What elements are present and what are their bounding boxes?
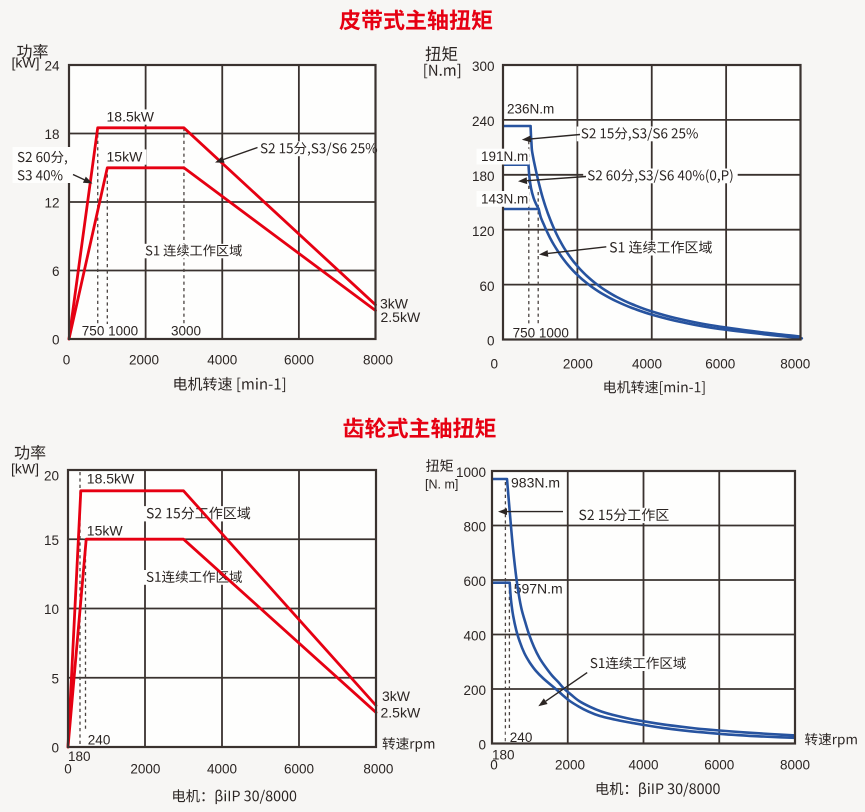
svg-text:[N. m]: [N. m] xyxy=(425,477,458,491)
svg-text:8000: 8000 xyxy=(363,762,393,777)
svg-text:143N.m: 143N.m xyxy=(481,191,528,206)
svg-text:8000: 8000 xyxy=(780,356,810,371)
svg-text:2000: 2000 xyxy=(129,352,159,367)
svg-text:6000: 6000 xyxy=(284,762,314,777)
svg-text:18: 18 xyxy=(44,127,59,142)
svg-text:6000: 6000 xyxy=(705,356,735,371)
svg-text:3kW: 3kW xyxy=(380,296,409,312)
svg-text:400: 400 xyxy=(463,629,486,644)
svg-text:15: 15 xyxy=(44,533,59,548)
svg-text:1000: 1000 xyxy=(456,465,486,480)
svg-text:750 1000: 750 1000 xyxy=(82,323,138,338)
svg-text:[kW]: [kW] xyxy=(11,461,39,477)
svg-text:18.5kW: 18.5kW xyxy=(87,470,135,486)
svg-text:240: 240 xyxy=(510,730,533,745)
svg-text:120: 120 xyxy=(472,224,495,239)
svg-text:0: 0 xyxy=(487,334,495,349)
svg-text:10: 10 xyxy=(44,602,59,617)
svg-text:2000: 2000 xyxy=(130,762,160,777)
svg-text:236N.m: 236N.m xyxy=(507,102,554,117)
svg-text:191N.m: 191N.m xyxy=(481,149,528,164)
svg-text:0: 0 xyxy=(64,762,72,777)
svg-text:4000: 4000 xyxy=(628,758,658,773)
svg-text:0: 0 xyxy=(63,352,71,367)
svg-text:6000: 6000 xyxy=(284,352,314,367)
svg-text:6: 6 xyxy=(52,264,60,279)
svg-text:15kW: 15kW xyxy=(87,522,124,538)
svg-text:2000: 2000 xyxy=(555,758,585,773)
svg-text:3000: 3000 xyxy=(171,323,201,338)
svg-text:2000: 2000 xyxy=(563,356,593,371)
svg-text:24: 24 xyxy=(44,59,60,74)
svg-text:5: 5 xyxy=(51,671,59,686)
svg-text:597N.m: 597N.m xyxy=(514,581,563,597)
svg-text:800: 800 xyxy=(463,520,486,535)
svg-text:180: 180 xyxy=(492,748,515,763)
svg-text:12: 12 xyxy=(44,196,59,211)
svg-text:600: 600 xyxy=(463,574,486,589)
svg-text:240: 240 xyxy=(472,114,495,129)
svg-text:180: 180 xyxy=(472,169,495,184)
svg-text:240: 240 xyxy=(88,732,111,747)
svg-text:0: 0 xyxy=(52,333,60,348)
svg-text:8000: 8000 xyxy=(780,758,810,773)
svg-text:20: 20 xyxy=(44,468,59,483)
svg-text:4000: 4000 xyxy=(632,356,662,371)
svg-text:18.5kW: 18.5kW xyxy=(107,109,155,125)
svg-text:3kW: 3kW xyxy=(382,688,411,704)
svg-text:200: 200 xyxy=(463,683,486,698)
svg-text:0: 0 xyxy=(490,356,498,371)
svg-text:4000: 4000 xyxy=(207,762,237,777)
svg-text:6000: 6000 xyxy=(704,758,734,773)
svg-text:983N.m: 983N.m xyxy=(511,475,560,491)
svg-text:300: 300 xyxy=(472,59,495,74)
svg-text:4000: 4000 xyxy=(207,352,237,367)
svg-text:750 1000: 750 1000 xyxy=(513,325,569,340)
svg-text:2.5kW: 2.5kW xyxy=(381,705,421,721)
svg-text:15kW: 15kW xyxy=(107,149,144,165)
svg-text:60: 60 xyxy=(479,279,494,294)
svg-text:8000: 8000 xyxy=(363,352,393,367)
svg-text:0: 0 xyxy=(478,738,486,753)
svg-text:180: 180 xyxy=(68,749,91,764)
svg-text:0: 0 xyxy=(51,741,59,756)
svg-text:0: 0 xyxy=(490,758,498,773)
svg-text:2.5kW: 2.5kW xyxy=(381,309,421,325)
svg-text:[kW]: [kW] xyxy=(12,55,40,71)
